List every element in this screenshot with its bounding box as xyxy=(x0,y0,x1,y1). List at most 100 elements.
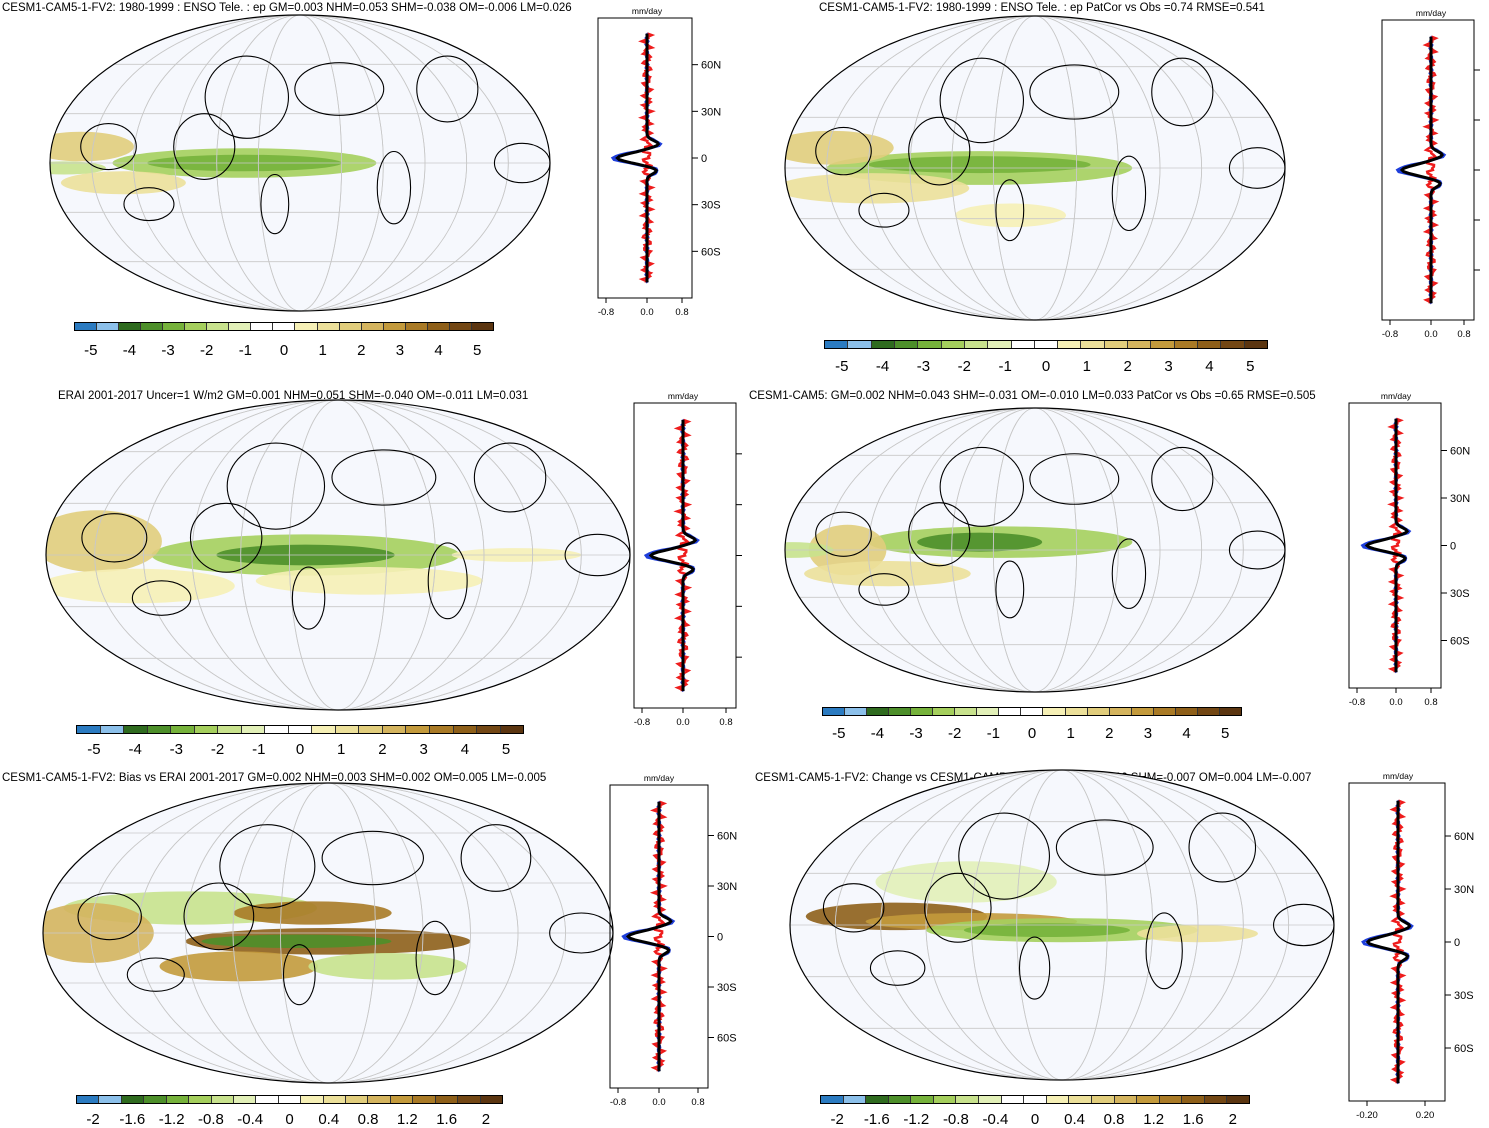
lat-tick-label: 30S xyxy=(701,200,721,212)
coastline xyxy=(1228,530,1285,570)
coastline xyxy=(493,142,550,184)
colorbar-tick-label: -3 xyxy=(169,741,184,758)
colorbar-tick-label: 2 xyxy=(1105,725,1114,742)
colorbar-swatch xyxy=(918,341,942,348)
map-p1 xyxy=(49,14,551,312)
profile-p1: mm/day 60N 30N 0 30S 60S -0.8 0.0 0.8 xyxy=(597,6,721,318)
colorbar-tick-label: -4 xyxy=(875,358,890,375)
globe xyxy=(50,15,550,311)
colorbar-swatch xyxy=(1197,708,1220,715)
colorbar-swatch xyxy=(1058,341,1082,348)
profile-tick-label: -0.8 xyxy=(610,1097,626,1108)
panel-title: CESM1-CAM5-1-FV2: 1980-1999 : ENSO Tele.… xyxy=(819,2,1265,14)
colorbar-swatch xyxy=(1137,1096,1160,1103)
colorbar-swatch xyxy=(144,1096,167,1103)
colorbar-tick-label: 1.6 xyxy=(436,1111,458,1128)
colorbar-swatch xyxy=(278,1096,302,1103)
colorbar-tick-label: 5 xyxy=(1246,358,1255,375)
colorbar-tick-label: 2 xyxy=(378,741,387,758)
colorbar-tick-label: 5 xyxy=(473,342,482,359)
colorbar-tick-label: -5 xyxy=(87,741,101,758)
coastline xyxy=(815,126,872,176)
colorbar-swatch xyxy=(75,323,98,330)
colorbar-swatch xyxy=(1153,708,1176,715)
coastline xyxy=(204,55,290,139)
coastline xyxy=(81,513,148,563)
colorbar-swatch xyxy=(361,323,384,330)
profile-tick-label: -0.8 xyxy=(1382,329,1398,340)
colorbar-tick-label: -1 xyxy=(998,358,1012,375)
colorbar-tick-label: 0.4 xyxy=(1064,1111,1085,1128)
lat-tick-label: 30N xyxy=(717,881,737,893)
profile-model-line xyxy=(1364,418,1410,673)
coastline xyxy=(183,882,255,951)
coastline xyxy=(416,55,479,123)
anomaly-region xyxy=(868,156,1091,174)
panel-title: CESM1-CAM5-1-FV2: Bias vs ERAI 2001-2017… xyxy=(2,772,547,784)
colorbar-tick-label: 2 xyxy=(1228,1111,1237,1128)
colorbar-swatch xyxy=(323,1096,347,1103)
coastline xyxy=(260,173,290,235)
colorbar-swatch xyxy=(218,726,242,733)
colorbar-tick-label: 5 xyxy=(501,741,511,758)
colorbar-tick-label: 2 xyxy=(481,1111,491,1128)
colorbar-swatch xyxy=(100,726,125,733)
colorbar-swatch xyxy=(147,726,172,733)
colorbar-swatch xyxy=(256,1096,279,1103)
colorbar-swatch xyxy=(867,708,890,715)
coastline xyxy=(822,883,885,933)
globe-outline xyxy=(784,15,1286,321)
profile-obs-line xyxy=(610,32,663,284)
colorbar-swatch xyxy=(977,708,1000,715)
lat-tick-label: 0 xyxy=(701,153,707,165)
colorbar-swatch xyxy=(823,708,846,715)
colorbar-swatch xyxy=(1011,341,1035,348)
colorbar-swatch xyxy=(1081,341,1105,348)
coastline xyxy=(1188,812,1257,883)
profile-obs-line xyxy=(621,800,676,1073)
lat-tick-label: 60N xyxy=(1454,831,1474,843)
colorbar-strip xyxy=(76,725,524,734)
colorbar-swatch xyxy=(500,726,524,733)
colorbar-swatch xyxy=(1087,708,1110,715)
colorbar-swatch xyxy=(1114,1096,1138,1103)
globe xyxy=(785,16,1285,320)
colorbar-swatch xyxy=(911,1096,934,1103)
colorbar-swatch xyxy=(99,1096,122,1103)
lat-tick-label: 30N xyxy=(1454,884,1474,896)
profile-obs-line xyxy=(1395,35,1447,305)
colorbar-tick-label: -4 xyxy=(122,342,137,359)
colorbar-swatch xyxy=(312,726,336,733)
colorbar-swatch xyxy=(1174,341,1198,348)
lat-tick-label: 60S xyxy=(717,1033,737,1045)
colorbar-swatch xyxy=(458,1096,481,1103)
lat-tick-label: 30S xyxy=(1454,990,1474,1002)
colorbar-swatch xyxy=(471,323,493,330)
colorbar-swatch xyxy=(955,708,978,715)
coastline xyxy=(1055,819,1154,876)
colorbar-tick-label: 5 xyxy=(1221,725,1230,742)
profile-p2: mm/day -0.8 0.0 0.8 xyxy=(1381,8,1480,340)
colorbar-tick-label: -2 xyxy=(210,741,225,758)
colorbar-tick-label: -3 xyxy=(909,725,923,742)
colorbar-swatch xyxy=(1001,1096,1025,1103)
coastline xyxy=(908,116,971,186)
profile-units-label: mm/day xyxy=(1383,771,1414,781)
colorbar-swatch xyxy=(273,323,296,330)
profile-model-line xyxy=(1365,800,1412,1084)
colorbar-tick-label: 0.4 xyxy=(318,1111,340,1128)
colorbar-swatch xyxy=(359,726,383,733)
colorbar-swatch xyxy=(1021,708,1044,715)
colorbar-swatch xyxy=(77,1096,100,1103)
colorbar-swatch xyxy=(843,1096,867,1103)
coastline xyxy=(321,830,425,886)
colorbar-swatch xyxy=(964,341,989,348)
colorbar-strip xyxy=(822,707,1242,716)
lat-tick-label: 30N xyxy=(1450,493,1470,505)
colorbar-swatch xyxy=(1069,1096,1092,1103)
lat-tick-label: 30N xyxy=(701,106,721,118)
lat-tick-label: 60N xyxy=(701,60,721,72)
coastline xyxy=(189,502,263,573)
colorbar-swatch xyxy=(241,726,266,733)
colorbar-tick-label: 4 xyxy=(1205,358,1214,375)
